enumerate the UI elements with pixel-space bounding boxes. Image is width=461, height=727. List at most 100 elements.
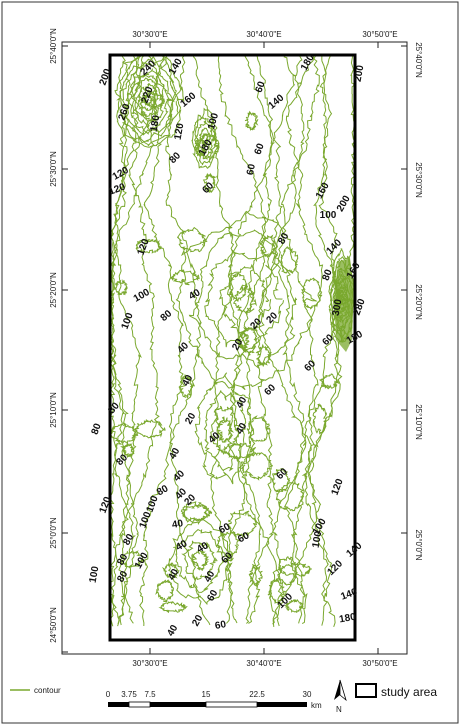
- scale-bar: 0 3.75 7.5 15 22.5 30 km: [106, 690, 322, 710]
- contour-line: [223, 442, 257, 460]
- contour-line: [136, 82, 160, 118]
- contour-line: [129, 74, 165, 129]
- contour-label: 60: [236, 530, 252, 545]
- contour-line: [109, 422, 139, 444]
- contour-line: [165, 54, 211, 626]
- contour-line: [141, 91, 166, 109]
- contour-label: 40: [166, 567, 181, 583]
- contour-line: [191, 107, 220, 169]
- contour-line: [228, 272, 248, 302]
- contour-label: 40: [195, 540, 211, 555]
- contour-line: [109, 54, 146, 627]
- contour-line: [190, 548, 210, 572]
- contour-line: [114, 54, 180, 147]
- contour-lines: [109, 54, 356, 628]
- contour-line: [203, 390, 247, 472]
- contour-label: 300: [331, 298, 345, 317]
- lon-label-bottom-2: 30°40'0"E: [246, 659, 281, 668]
- contour-line: [275, 556, 298, 586]
- lat-label-left-3: 25°20'0"N: [49, 272, 58, 308]
- lat-label-left-6: 24°50'0"N: [49, 607, 58, 643]
- contour-line: [196, 119, 215, 160]
- contour-label: 40: [234, 421, 249, 437]
- contour-line: [175, 528, 228, 593]
- contour-line: [226, 54, 303, 624]
- contour-line: [193, 117, 217, 166]
- contour-label: 40: [167, 446, 182, 462]
- contour-line: [125, 68, 173, 135]
- contour-line: [161, 562, 180, 580]
- contour-label: 20: [183, 411, 198, 427]
- contour-line: [227, 54, 276, 624]
- contour-line: [135, 419, 166, 439]
- contour-line: [301, 277, 323, 310]
- scale-tick-3.75: 3.75: [121, 690, 137, 699]
- contour-line: [194, 372, 255, 485]
- contour-line: [271, 468, 291, 494]
- lat-label-left-1: 25°40'0"N: [49, 28, 58, 64]
- north-arrow-icon: [334, 679, 347, 702]
- scale-unit: km: [311, 701, 322, 710]
- contour-label: 100: [311, 530, 325, 549]
- contour-label: 60: [205, 588, 220, 604]
- contour-label: 100: [206, 111, 221, 130]
- contour-line: [318, 373, 340, 390]
- contour-line: [238, 326, 258, 356]
- contour-line: [139, 54, 186, 627]
- study-area-legend-label: study area: [381, 685, 437, 699]
- scale-tick-30: 30: [303, 690, 312, 699]
- contour-line: [158, 601, 188, 614]
- scale-tick-7.5: 7.5: [144, 690, 156, 699]
- contour-label: 80: [321, 268, 335, 283]
- contour-line: [216, 416, 235, 443]
- lon-label-top-3: 30°50'0"E: [362, 30, 397, 39]
- contour-line: [175, 210, 317, 391]
- contour-line: [178, 374, 194, 399]
- lat-label-right-2: 25°30'0"N: [414, 162, 423, 198]
- contour-line: [167, 518, 234, 606]
- contour-label: 40: [202, 569, 217, 585]
- contour-line: [116, 54, 185, 148]
- contour-line: [121, 442, 135, 459]
- contour-label: 20: [230, 337, 245, 353]
- study-area-boundary: [108, 53, 357, 642]
- contour-line: [284, 598, 305, 614]
- legend: contour 0 3.75 7.5 15 22.5 30 km N study…: [10, 679, 437, 714]
- contour-line: [259, 234, 277, 258]
- contour-label: 40: [234, 395, 249, 411]
- contour-label: 40: [187, 287, 203, 302]
- contour-label: 80: [121, 532, 136, 548]
- contour-label: 100: [88, 565, 102, 584]
- contour-label: 80: [90, 422, 104, 437]
- lon-label-bottom-1: 30°30'0"E: [132, 659, 167, 668]
- north-label: N: [336, 705, 342, 714]
- contour-line: [244, 110, 259, 132]
- contour-line: [278, 563, 312, 577]
- contour-label: 80: [155, 483, 171, 498]
- contour-legend-label: contour: [34, 686, 61, 695]
- lat-label-left-5: 25°0'0"N: [49, 517, 58, 548]
- contour-label: 80: [276, 231, 291, 247]
- contour-label: 180: [338, 612, 357, 626]
- contour-line: [257, 56, 322, 627]
- contour-label: 80: [115, 569, 130, 585]
- contour-line: [232, 284, 257, 316]
- contour-line: [255, 343, 272, 368]
- contour-line: [240, 452, 273, 481]
- contour-line: [176, 226, 208, 253]
- contour-label: 60: [217, 521, 233, 536]
- scale-tick-0: 0: [106, 690, 111, 699]
- contour-label: 40: [165, 623, 180, 639]
- steep-slope-patch: [334, 258, 354, 352]
- contour-label: 60: [245, 163, 258, 176]
- contour-line: [210, 405, 240, 455]
- contour-line: [267, 578, 286, 605]
- contour-label: 120: [173, 122, 187, 141]
- contour-line: [248, 565, 263, 588]
- contour-label: 60: [214, 619, 227, 632]
- lat-label-left-2: 25°30'0"N: [49, 151, 58, 187]
- contour-line: [238, 331, 250, 351]
- contour-label: 60: [253, 142, 267, 157]
- contour-line: [170, 269, 200, 286]
